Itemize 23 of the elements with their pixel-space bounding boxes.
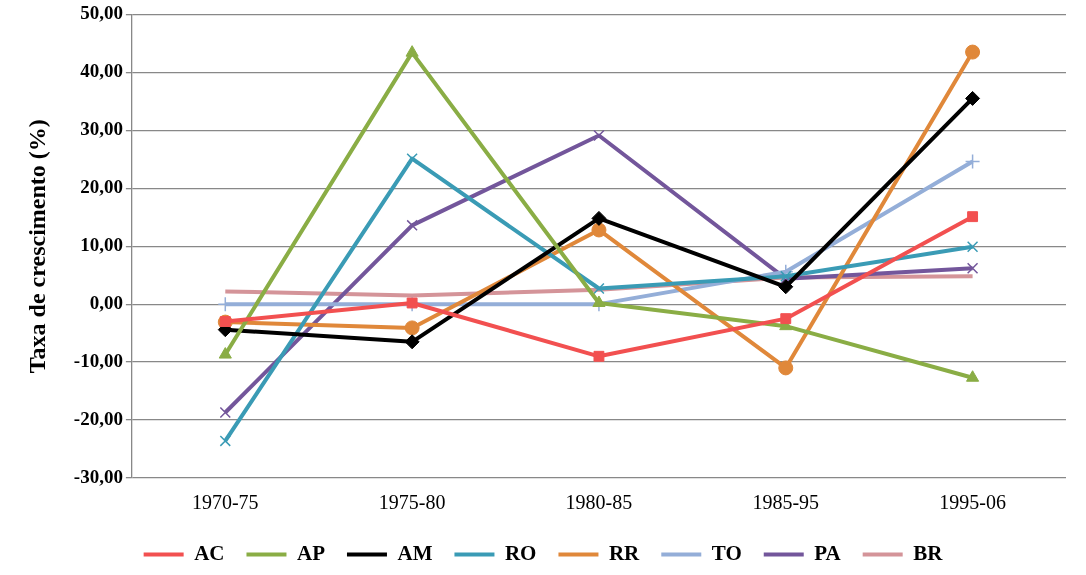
x-tick-label: 1985-95 <box>752 491 820 514</box>
x-tick-label: 1975-80 <box>378 491 446 514</box>
legend-label: AM <box>397 540 433 565</box>
legend-label: RR <box>608 540 641 565</box>
y-tick-label: -30,00 <box>73 465 123 487</box>
y-axis-title: Taxa de crescimento (%) <box>23 119 50 374</box>
y-tick-label: 50,00 <box>80 2 123 24</box>
legend-label: BR <box>913 540 944 565</box>
x-tick-label: 1995-06 <box>939 491 1006 514</box>
legend-label: PA <box>814 540 842 565</box>
y-tick-label: 0,00 <box>89 292 123 314</box>
legend-label: AP <box>296 540 326 565</box>
x-tick-label: 1980-85 <box>565 491 633 514</box>
y-tick-label: 30,00 <box>80 118 123 140</box>
y-tick-label: 20,00 <box>80 176 123 198</box>
legend-label: AC <box>194 540 225 565</box>
y-tick-label: -10,00 <box>73 350 123 372</box>
y-tick-label: 10,00 <box>80 234 123 256</box>
y-tick-label: 40,00 <box>80 60 123 82</box>
legend-label: TO <box>711 540 742 565</box>
legend-label: RO <box>504 540 537 565</box>
y-tick-label: -20,00 <box>73 407 123 429</box>
x-tick-label: 1970-75 <box>191 491 259 514</box>
